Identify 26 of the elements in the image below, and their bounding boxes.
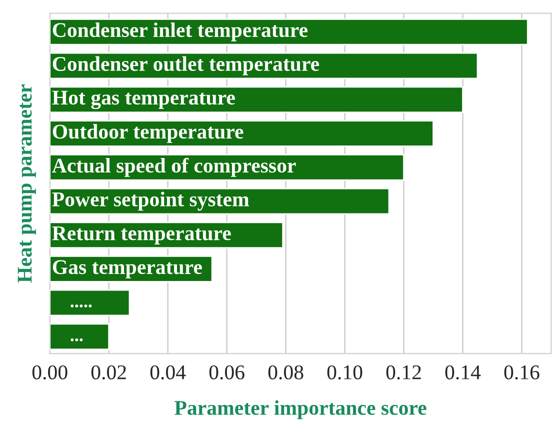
y-tick-label: Outdoor temperature	[52, 124, 244, 143]
bar	[50, 86, 464, 114]
y-tick-label: Condenser inlet temperature	[52, 22, 308, 42]
y-tick-label: Power setpoint system	[52, 192, 250, 211]
x-tick-label: 0.14	[445, 365, 481, 380]
bar	[50, 323, 110, 350]
y-tick-label: Hot gas temperature	[52, 90, 235, 110]
x-tick-label: 0.10	[327, 365, 362, 380]
bar	[50, 120, 434, 147]
x-tick-label: 0.02	[91, 365, 126, 380]
x-tick-label: 0.08	[268, 365, 304, 380]
y-tick-label: .....	[70, 304, 92, 308]
y-tick-label: ...	[70, 338, 83, 342]
y-tick-label: Gas temperature	[52, 260, 202, 278]
x-tick-label: 0.00	[32, 365, 68, 380]
y-tick-label: Return temperature	[52, 226, 231, 245]
x-tick-label: 0.06	[209, 365, 244, 380]
x-tick-label: 0.04	[150, 365, 186, 380]
bar	[50, 289, 130, 316]
x-tick-label: 0.16	[504, 365, 540, 380]
bar	[50, 18, 528, 46]
y-tick-label: Condenser outlet temperature	[52, 56, 320, 76]
y-tick-label: Actual speed of compressor	[52, 158, 296, 177]
y-axis-title: Heat pump parameter	[18, 84, 36, 283]
x-tick-label: 0.12	[386, 365, 421, 380]
x-axis-title: Parameter importance score	[174, 400, 426, 420]
